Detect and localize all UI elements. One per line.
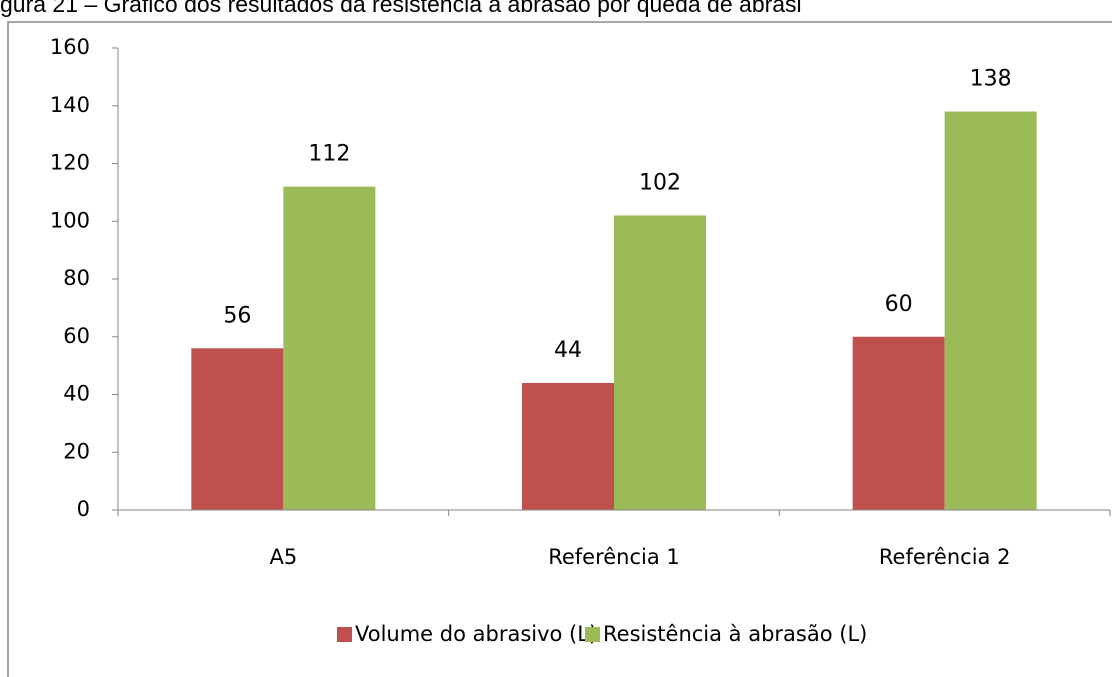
bar <box>614 215 706 510</box>
data-label: 44 <box>554 338 582 363</box>
chart-title: gura 21 – Gráfico dos resultados da resi… <box>0 0 802 17</box>
bar <box>522 382 614 510</box>
data-label: 138 <box>970 67 1012 92</box>
y-tick-label: 140 <box>50 93 90 117</box>
y-tick-label: 20 <box>63 439 90 463</box>
legend-swatch <box>337 627 352 642</box>
bar <box>283 186 376 510</box>
legend-swatch <box>585 627 600 642</box>
bar <box>191 348 284 510</box>
legend-label: Resistência à abrasão (L) <box>603 622 867 646</box>
y-tick-label: 40 <box>63 382 90 406</box>
y-tick-label: 160 <box>50 35 90 59</box>
data-label: 112 <box>308 142 350 167</box>
y-tick-label: 80 <box>63 266 90 290</box>
data-label: 60 <box>885 292 913 317</box>
bar <box>944 111 1037 511</box>
x-tick-label: A5 <box>269 545 297 569</box>
x-tick-label: Referência 2 <box>879 545 1011 569</box>
y-tick-label: 100 <box>50 208 90 232</box>
chart-border <box>7 21 1112 677</box>
y-tick-label: 60 <box>63 324 90 348</box>
legend-label: Volume do abrasivo (L) <box>355 622 597 646</box>
y-tick-label: 0 <box>77 497 90 521</box>
y-tick-label: 120 <box>50 151 90 175</box>
bar <box>852 336 945 510</box>
data-label: 56 <box>223 303 251 328</box>
data-label: 102 <box>639 170 681 195</box>
x-tick-label: Referência 1 <box>548 545 680 569</box>
